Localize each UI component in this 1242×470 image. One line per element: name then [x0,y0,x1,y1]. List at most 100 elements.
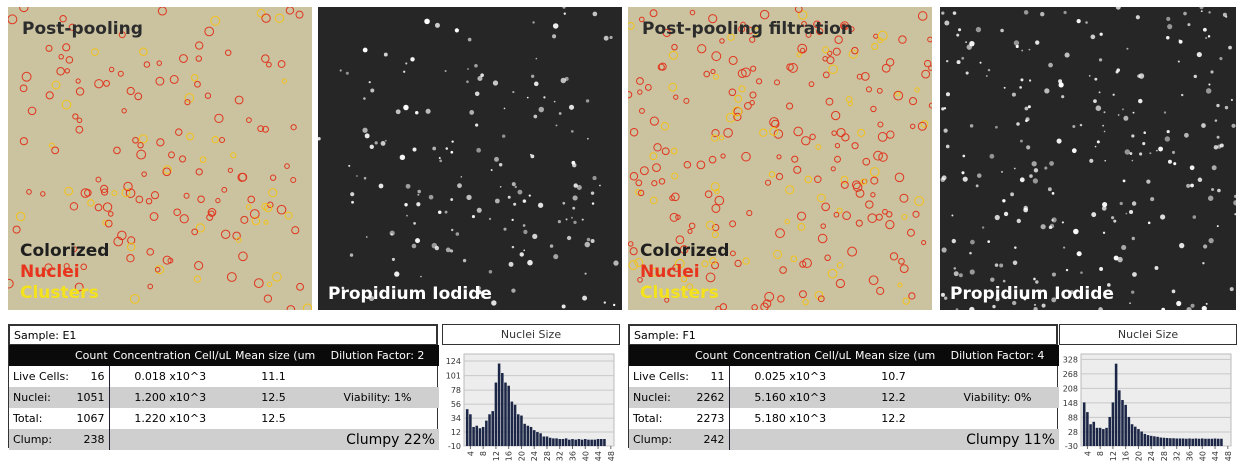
row-label: Live Cells: [9,366,71,387]
nucleus-outline [829,65,838,74]
nucleus-spot [1165,136,1170,141]
nucleus-spot [489,218,491,220]
count-cell: 11 [691,366,729,387]
nucleus-outline [778,296,784,302]
nucleus-outline [698,45,706,53]
nucleus-spot [1021,50,1023,52]
nucleus-outline [690,10,695,15]
mean-size-cell: 12.2 [851,408,936,429]
nucleus-spot [539,107,545,113]
nucleus-spot [1199,7,1203,9]
nucleus-spot [456,232,460,236]
nucleus-spot [582,296,587,301]
nucleus-outline [856,220,862,226]
bar [539,433,542,446]
nucleus-spot [1063,247,1065,249]
count-cell: 1067 [71,408,109,429]
y-tick-label: 148 [1063,399,1078,408]
bar [1220,439,1223,446]
nucleus-spot [953,11,957,15]
nucleus-spot [569,105,574,110]
nucleus-outline [640,167,648,175]
nucleus-outline [630,248,637,255]
nucleus-spot [1041,224,1046,229]
bar [501,373,504,446]
nucleus-outline [637,78,644,85]
nucleus-spot [987,240,990,243]
nucleus-outline [652,181,657,186]
bar [581,440,584,446]
x-tick-label: 32 [556,451,565,461]
empty-cell [936,366,1059,387]
nucleus-spot [340,69,342,71]
count-cell: 238 [71,429,109,450]
bar [517,414,520,446]
nucleus-outline [13,226,20,233]
header-cell [9,345,71,366]
nucleus-spot [416,202,420,206]
nucleus-spot [977,173,982,178]
nucleus-spot [562,202,565,205]
nucleus-outline [900,194,908,202]
nucleus-spot [543,96,545,98]
nucleus-outline [776,173,782,179]
nucleus-spot [1208,238,1213,243]
nucleus-outline [780,267,787,274]
nucleus-outline [870,168,879,177]
nucleus-spot [348,165,350,167]
nucleus-spot [1123,116,1128,121]
nucleus-outline [285,212,292,219]
nucleus-spot [475,124,478,127]
nucleus-outline [909,98,916,105]
nucleus-spot [571,161,575,165]
nucleus-spot [1122,108,1124,110]
bar [1128,417,1131,446]
page: {"panels": [ {"title": "Post-pooling", "… [0,0,1242,466]
nucleus-outline [76,126,83,133]
nucleus-outline [59,55,63,59]
image-panel: Post-pooling Colorized Nuclei Clusters [8,7,312,310]
nucleus-spot [370,145,374,149]
nucleus-outline [803,299,808,304]
nucleus-spot [362,128,367,133]
bar [507,386,510,446]
bar [1217,439,1220,446]
nucleus-outline [730,221,736,227]
nucleus-outline [817,194,825,202]
nucleus-spot [429,195,434,200]
nucleus-spot [587,138,589,140]
nucleus-spot [523,249,525,251]
nucleus-outline [887,131,894,138]
nucleus-outline [628,23,634,30]
nucleus-spot [491,300,496,305]
nucleus-spot [976,184,979,187]
nucleus-spot [1080,124,1082,126]
nucleus-spot [946,145,950,149]
nucleus-spot [511,289,515,293]
nucleus-spot [1219,57,1222,60]
count-cell: 2262 [691,387,729,408]
nucleus-spot [556,124,558,126]
nucleus-outline [872,43,878,49]
nucleus-spot [469,110,474,115]
nucleus-spot [995,215,1000,220]
mean-size-cell: 11.1 [231,366,316,387]
nucleus-spot [962,155,965,158]
nucleus-spot [604,36,609,41]
nucleus-spot [466,80,469,83]
x-tick-label: 28 [1160,451,1169,461]
panel-title: Propidium Iodide [328,284,492,304]
nucleus-spot [450,151,453,154]
nucleus-spot [1116,70,1119,73]
nucleus-spot [1197,52,1202,57]
table: CountConcentration Cell/uLMean size (um)… [629,345,1059,450]
bar [594,440,597,446]
nucleus-outline [720,39,724,43]
nucleus-outline [95,80,103,88]
table-row: Total:22735.180 x10^312.2 [629,408,1059,429]
bar [536,432,539,446]
nucleus-outline [137,150,146,159]
bar [1185,439,1188,446]
y-tick-label: -10 [448,442,461,451]
nucleus-spot [1020,140,1023,143]
